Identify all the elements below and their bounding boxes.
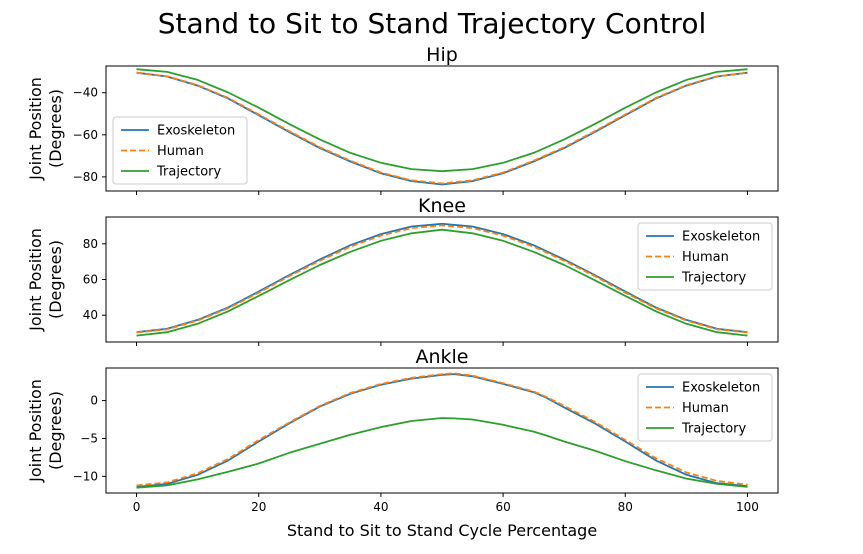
hip-legend-label-trajectory: Trajectory	[156, 165, 221, 180]
hip-axes-frame	[105, 65, 779, 192]
knee-legend: Exoskeleton Human Trajectory	[637, 222, 773, 291]
knee-ytick-label: 40	[83, 308, 98, 322]
hip-panel: Hip Joint Position(Degrees) −40 −60 −80 Exosk…	[26, 44, 779, 195]
ankle-series-exoskeleton	[136, 373, 748, 488]
knee-ytick-label: 60	[83, 273, 98, 287]
ankle-legend-label-trajectory: Trajectory	[681, 422, 746, 437]
knee-series-exoskeleton	[136, 222, 748, 334]
hip-legend-label-exoskeleton: Exoskeleton	[157, 124, 235, 139]
ankle-panel: Ankle Joint Position(Degrees) 0 −5 −10 0 20 40 6…	[26, 346, 779, 514]
hip-legend-box	[112, 116, 248, 185]
knee-legend-label-exoskeleton: Exoskeleton	[682, 230, 760, 245]
ankle-xtick-label: 100	[736, 500, 759, 514]
knee-legend-label-human: Human	[682, 250, 729, 265]
figure-suptitle: Stand to Sit to Stand Trajectory Control	[158, 7, 706, 40]
knee-title: Knee	[418, 195, 466, 217]
knee-panel: Knee Joint Position(Degrees) 40 60 80 Exoskel…	[26, 195, 779, 346]
ankle-series-trajectory	[136, 417, 748, 489]
figure-xlabel: Stand to Sit to Stand Cycle Percentage	[287, 521, 597, 540]
hip-title: Hip	[426, 44, 458, 66]
ankle-legend-label-human: Human	[682, 401, 729, 416]
ankle-ytick-label: −10	[73, 469, 98, 483]
knee-series-human	[136, 224, 748, 334]
ankle-title: Ankle	[415, 346, 468, 368]
ankle-ytick-label: −5	[80, 431, 98, 445]
hip-legend: Exoskeleton Human Trajectory	[112, 116, 248, 185]
ankle-legend-label-exoskeleton: Exoskeleton	[682, 381, 760, 396]
knee-ylabel: Joint Position(Degrees)	[26, 228, 65, 332]
hip-series-human	[136, 71, 748, 185]
ankle-legend-box	[637, 373, 773, 442]
hip-series-exoskeleton	[136, 71, 748, 186]
hip-series-trajectory	[136, 68, 748, 173]
ankle-ytick-label: 0	[90, 394, 98, 408]
ankle-ylabel: Joint Position(Degrees)	[26, 379, 65, 483]
hip-ytick-label: −80	[73, 170, 98, 184]
ankle-legend: Exoskeleton Human Trajectory	[637, 373, 773, 442]
ankle-axes-frame	[105, 367, 779, 494]
ankle-xtick-label: 40	[373, 500, 388, 514]
knee-axes-frame	[105, 216, 779, 343]
ankle-xtick-label: 80	[618, 500, 633, 514]
knee-series-trajectory	[136, 228, 748, 337]
knee-legend-box	[637, 222, 773, 291]
subplot-panels: Hip Joint Position(Degrees) −40 −60 −80 Exosk…	[26, 44, 779, 514]
hip-ytick-label: −60	[73, 128, 98, 142]
ankle-xtick-label: 20	[251, 500, 266, 514]
ankle-xtick-label: 60	[495, 500, 510, 514]
ankle-series-human	[136, 372, 748, 487]
ankle-xtick-label: 0	[133, 500, 141, 514]
hip-ytick-label: −40	[73, 86, 98, 100]
hip-ylabel: Joint Position(Degrees)	[26, 77, 65, 181]
knee-ytick-label: 80	[83, 237, 98, 251]
hip-legend-label-human: Human	[157, 144, 204, 159]
knee-legend-label-trajectory: Trajectory	[681, 271, 746, 286]
